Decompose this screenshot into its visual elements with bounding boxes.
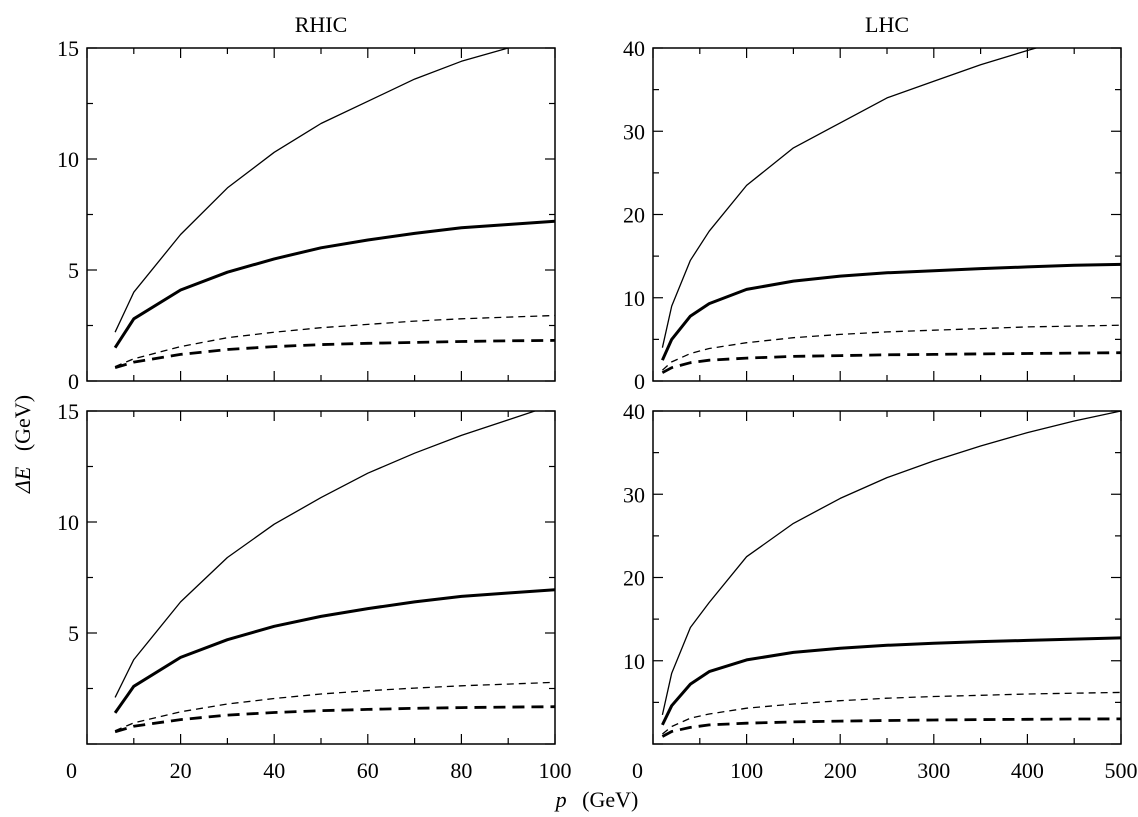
x-tick-label: 300 xyxy=(917,758,950,783)
series-line-thick-solid xyxy=(661,262,1121,361)
x-axis-label: p (GeV) xyxy=(554,787,639,812)
y-tick-label: 15 xyxy=(57,399,79,424)
x-tick-label: 500 xyxy=(1105,758,1138,783)
series-line-thick-solid xyxy=(661,636,1121,726)
series-line-thin-dashed xyxy=(114,314,555,368)
plot-frame xyxy=(652,410,1122,745)
y-axis-symbol: ΔE xyxy=(10,466,35,494)
panel-title: LHC xyxy=(865,12,909,37)
panel-left-top: 0 5 10 15 RHIC xyxy=(57,12,556,394)
series-line-thick-solid xyxy=(113,219,555,349)
y-tick-label: 30 xyxy=(623,119,645,144)
y-tick-label: 10 xyxy=(57,510,79,535)
y-axis-unit: (GeV) xyxy=(10,395,35,451)
y-tick-label: 20 xyxy=(623,203,645,228)
series-line-thin-solid xyxy=(661,48,1039,348)
panel-left-bottom: 5 10 15 0 20 40 60 80 100 xyxy=(57,399,572,783)
panel-title: RHIC xyxy=(295,12,348,37)
x-tick-label: 80 xyxy=(450,758,472,783)
x-tick-label: 0 xyxy=(632,758,643,783)
y-tick-label: 20 xyxy=(623,566,645,591)
y-tick-label: 40 xyxy=(623,399,645,424)
x-tick-label: 400 xyxy=(1011,758,1044,783)
x-axis-unit: (GeV) xyxy=(582,787,638,812)
series-line-thick-solid xyxy=(113,588,555,714)
x-tick-label: 100 xyxy=(730,758,763,783)
y-tick-label: 5 xyxy=(68,258,79,283)
y-tick-label: 10 xyxy=(57,147,79,172)
series-line-thin-solid xyxy=(114,411,537,698)
x-tick-label: 200 xyxy=(824,758,857,783)
series-line-thick-dashed xyxy=(661,717,1121,738)
y-tick-label: 10 xyxy=(623,286,645,311)
y-axis-label: ΔE (GeV) xyxy=(10,395,35,494)
series-line-thin-solid xyxy=(114,48,511,333)
series-line-thick-dashed xyxy=(114,339,555,370)
series-line-thin-solid xyxy=(661,411,1121,716)
y-tick-label: 10 xyxy=(623,649,645,674)
series-line-thick-dashed xyxy=(114,705,555,734)
x-tick-label: 60 xyxy=(357,758,379,783)
y-tick-label: 40 xyxy=(623,36,645,61)
series-line-thin-dashed xyxy=(114,681,555,732)
y-tick-label: 15 xyxy=(57,36,79,61)
x-tick-label: 0 xyxy=(66,758,77,783)
series-line-thin-dashed xyxy=(661,324,1121,371)
series-line-thick-dashed xyxy=(661,351,1121,374)
y-tick-label: 0 xyxy=(68,369,79,394)
x-tick-label: 20 xyxy=(170,758,192,783)
x-tick-label: 100 xyxy=(539,758,572,783)
y-tick-label: 30 xyxy=(623,482,645,507)
x-axis-symbol: p xyxy=(554,787,567,812)
y-tick-label: 0 xyxy=(634,369,645,394)
plot-frame xyxy=(86,47,556,382)
y-tick-label: 5 xyxy=(68,621,79,646)
panel-right-top: 0 10 20 30 40 LHC xyxy=(623,12,1122,394)
x-tick-label: 40 xyxy=(263,758,285,783)
series-line-thin-dashed xyxy=(661,691,1121,735)
